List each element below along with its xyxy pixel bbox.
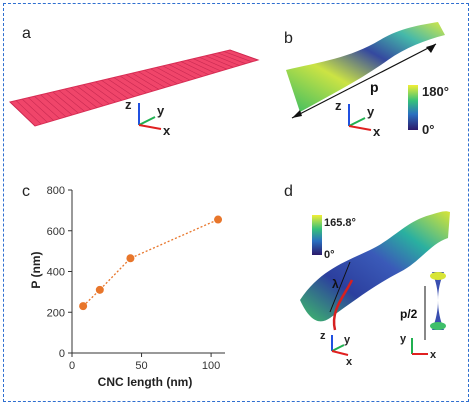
lambda-label: λ	[332, 277, 339, 291]
colorbar-b-max: 180°	[422, 84, 449, 99]
twisted-ribbon-surface	[286, 22, 445, 112]
axis-z-label: z	[125, 97, 132, 112]
lambda-arrow	[329, 261, 351, 313]
colorbar-b	[408, 85, 418, 130]
ribbon-stripe	[46, 93, 73, 116]
y-tick-label: 800	[47, 185, 65, 197]
pitch-label: p	[370, 79, 379, 95]
ribbon-stripe	[15, 100, 42, 125]
chart-ylabel: P (nm)	[29, 251, 43, 288]
red-edge-curve	[332, 279, 354, 331]
figure-frame	[3, 3, 469, 402]
y-tick-label: 0	[59, 348, 65, 360]
half-pitch-label: p/2	[400, 307, 418, 321]
pitch-arrow	[291, 43, 437, 119]
panel-label-a: a	[22, 25, 31, 42]
series-line	[82, 218, 219, 307]
chart-ticks: 0 50 100 0 200 400 600 800	[47, 185, 221, 372]
ribbon-stripe	[205, 55, 234, 68]
axis-z-label: z	[335, 98, 342, 113]
ribbon-stripe	[156, 67, 184, 83]
ribbon-stripe	[217, 52, 246, 64]
ribbon-stripe	[193, 58, 221, 72]
ribbon-stripe	[89, 82, 116, 103]
ribbon-stripe	[168, 64, 197, 79]
axis-y-label: y	[157, 103, 165, 118]
ribbon-stripe	[28, 97, 54, 121]
ribbon-stripe	[58, 90, 85, 112]
ribbon-stripe	[162, 65, 191, 81]
ribbon-stripe	[34, 95, 60, 119]
data-point	[95, 285, 104, 294]
ribbon-stripe	[180, 61, 209, 75]
series-points	[79, 215, 223, 311]
y-tick-label: 600	[47, 226, 65, 238]
ribbon-stripes	[9, 49, 259, 127]
ribbon-stripe	[95, 81, 122, 101]
ribbon-stripe	[138, 71, 166, 88]
twisted-ribbon-d	[300, 211, 450, 322]
panel-label-d: d	[284, 183, 293, 200]
axis-triad-d-right: y x	[400, 333, 437, 361]
axis-triad-a: z y x	[125, 97, 171, 138]
panel-label-c: c	[22, 183, 30, 200]
ribbon-stripe	[107, 78, 135, 97]
ribbon-stripe	[150, 68, 178, 85]
axis-y-label: y	[400, 333, 407, 345]
ribbon-stripe	[125, 74, 153, 92]
side-view-ribbon	[432, 272, 444, 330]
axis-x-label: x	[163, 123, 171, 138]
ribbon-stripe	[83, 84, 110, 105]
panel-label-b: b	[284, 30, 293, 47]
axis-y-label: y	[344, 334, 351, 346]
ribbon-stripe	[77, 85, 104, 107]
axis-x-label: x	[430, 349, 437, 361]
axis-y-label: y	[367, 104, 375, 119]
colorbar-b-min: 0°	[422, 122, 434, 137]
ribbon-stripe	[9, 101, 36, 127]
x-tick-label: 0	[69, 360, 75, 372]
ribbon-stripe	[132, 72, 160, 90]
axis-triad-d-left: z y x	[320, 330, 353, 367]
ribbon-stripe	[211, 54, 240, 66]
ribbon-stripe	[52, 91, 79, 114]
y-tick-label: 400	[47, 267, 65, 279]
ribbon-stripe	[229, 49, 259, 61]
ribbon-stripe	[187, 59, 215, 74]
axis-triad-b: z y x	[335, 98, 381, 139]
x-tick-label: 50	[135, 360, 147, 372]
x-tick-label: 100	[202, 360, 220, 372]
ribbon-stripe	[144, 69, 172, 86]
ribbon-stripe	[22, 98, 48, 123]
axis-x-label: x	[373, 124, 381, 139]
data-point	[126, 254, 135, 263]
ribbon-stripe	[174, 62, 203, 77]
ribbon-stripe	[64, 88, 91, 110]
ribbon-stripe	[101, 80, 129, 99]
axis-x-label: x	[346, 356, 353, 367]
colorbar-d-min: 0°	[324, 249, 335, 261]
data-point	[214, 215, 223, 224]
data-point	[79, 302, 88, 311]
axis-z-label: z	[320, 330, 326, 342]
ribbon-stripe	[119, 75, 147, 94]
ribbon-stripe	[199, 56, 228, 70]
ribbon-stripe	[70, 87, 98, 108]
ribbon-stripe	[40, 94, 67, 118]
y-tick-label: 200	[47, 307, 65, 319]
ribbon-stripe	[223, 51, 252, 63]
colorbar-d-max: 165.8°	[324, 217, 356, 229]
colorbar-d	[312, 215, 322, 255]
chart-xlabel: CNC length (nm)	[98, 375, 193, 389]
ribbon-stripe	[113, 77, 141, 96]
